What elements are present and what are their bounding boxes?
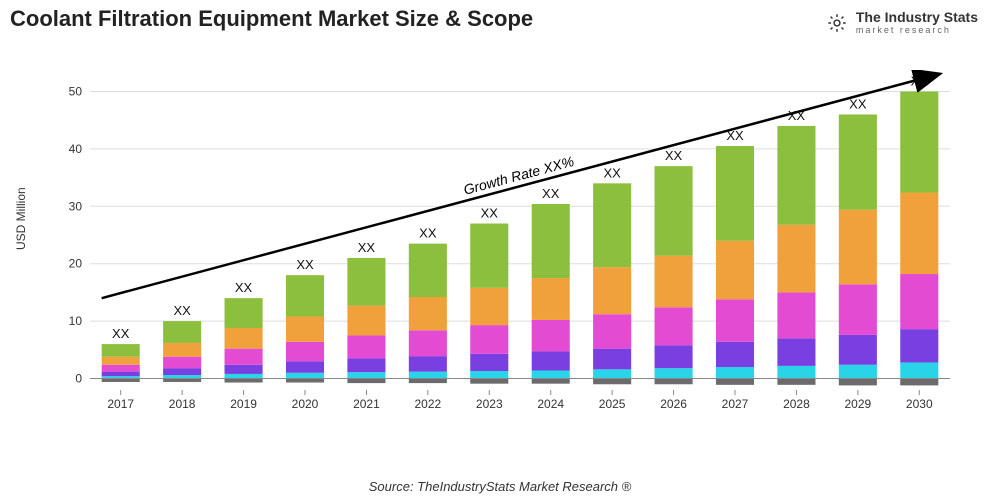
svg-text:XX: XX	[296, 257, 314, 272]
page: Coolant Filtration Equipment Market Size…	[0, 0, 1000, 500]
svg-text:40: 40	[69, 142, 83, 156]
brand-logo: The Industry Stats market research	[826, 10, 978, 35]
svg-text:XX: XX	[603, 165, 621, 180]
y-axis-title: USD Million	[14, 187, 28, 250]
svg-text:2030: 2030	[906, 397, 933, 411]
svg-text:0: 0	[75, 372, 82, 386]
source-caption: Source: TheIndustryStats Market Research…	[0, 479, 1000, 494]
page-title: Coolant Filtration Equipment Market Size…	[10, 6, 533, 32]
brand-line1: The Industry Stats	[856, 10, 978, 24]
svg-text:20: 20	[69, 257, 83, 271]
svg-text:2019: 2019	[230, 397, 257, 411]
svg-text:XX: XX	[665, 148, 683, 163]
svg-text:2022: 2022	[415, 397, 442, 411]
svg-text:2018: 2018	[169, 397, 196, 411]
svg-text:50: 50	[69, 84, 83, 98]
svg-text:10: 10	[69, 314, 83, 328]
stacked-bar-chart: XXXXXXXXXXXXXXXXXXXXXXXXXXXX010203040502…	[60, 70, 960, 430]
svg-text:2027: 2027	[722, 397, 749, 411]
svg-text:XX: XX	[358, 240, 376, 255]
svg-text:XX: XX	[481, 206, 499, 221]
svg-text:XX: XX	[112, 326, 130, 341]
svg-text:30: 30	[69, 199, 83, 213]
brand-line2: market research	[856, 26, 978, 35]
gear-icon	[826, 12, 848, 34]
svg-text:2023: 2023	[476, 397, 503, 411]
svg-text:2025: 2025	[599, 397, 626, 411]
svg-text:XX: XX	[235, 280, 253, 295]
svg-text:2028: 2028	[783, 397, 810, 411]
svg-text:XX: XX	[419, 226, 437, 241]
bars: XXXXXXXXXXXXXXXXXXXXXXXXXXXX	[102, 73, 939, 385]
svg-text:2020: 2020	[292, 397, 319, 411]
svg-text:XX: XX	[542, 186, 560, 201]
svg-text:2024: 2024	[537, 397, 564, 411]
svg-text:2021: 2021	[353, 397, 380, 411]
svg-text:2029: 2029	[845, 397, 872, 411]
svg-text:2017: 2017	[107, 397, 134, 411]
svg-text:2026: 2026	[660, 397, 687, 411]
chart-svg: XXXXXXXXXXXXXXXXXXXXXXXXXXXX010203040502…	[60, 70, 960, 430]
svg-text:XX: XX	[173, 303, 191, 318]
brand-text: The Industry Stats market research	[856, 10, 978, 35]
